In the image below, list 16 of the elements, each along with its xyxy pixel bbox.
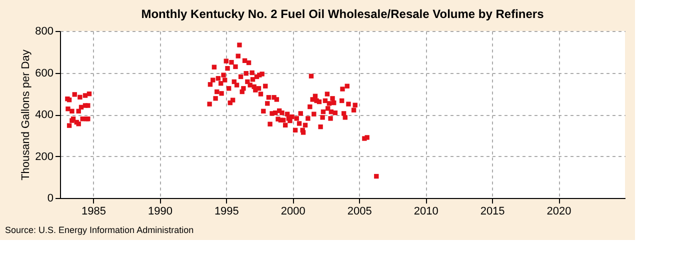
x-tick-label: 1990: [148, 206, 172, 218]
x-tick-label: 1985: [81, 206, 106, 218]
x-tick-label: 2015: [480, 206, 505, 218]
y-tick-label: 800: [35, 26, 54, 38]
x-tick-label: 1995: [214, 206, 239, 218]
y-tick-label: 0: [47, 192, 54, 204]
y-tick-label: 600: [35, 67, 54, 80]
x-tick-label: 2010: [414, 206, 438, 218]
y-tick-label: 400: [35, 109, 54, 121]
y-axis-title: Thousand Gallons per Day: [20, 49, 32, 180]
x-tick-label: 2005: [347, 206, 372, 218]
source-note: Source: U.S. Energy Information Administration: [5, 225, 194, 235]
x-tick-label: 2000: [280, 206, 306, 218]
chart-title: Monthly Kentucky No. 2 Fuel Oil Wholesale/Resale Volume by Refiners: [141, 7, 544, 21]
x-tick-label: 2020: [546, 206, 572, 218]
y-tick-label: 200: [35, 150, 54, 163]
